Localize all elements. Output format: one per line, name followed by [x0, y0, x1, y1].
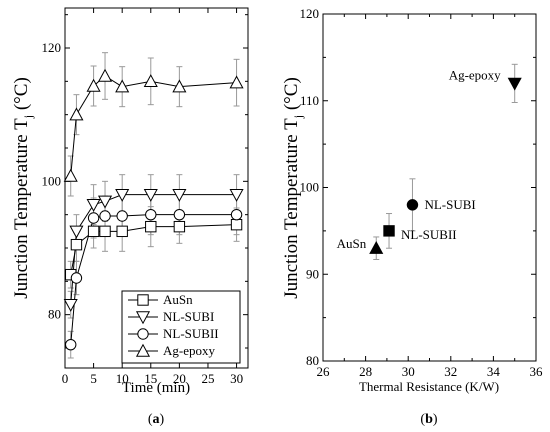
panel-a-y-axis-label-main: Junction Temperature T — [11, 118, 32, 299]
panel-a-point-ag-epoxy — [97, 68, 113, 82]
panel-b-point-label-nl-subii: NL-SUBII — [401, 227, 457, 242]
legend-label-nl-subi: NL-SUBI — [163, 309, 214, 324]
panel-a-point-nl-subii — [99, 210, 111, 222]
panel-a-x-axis-label: Time (min) — [122, 380, 190, 396]
panel-a-point-ag-epoxy — [63, 168, 78, 182]
legend-marker-nl-subi — [135, 311, 151, 325]
legend-label-ausn: AuSn — [163, 292, 193, 307]
panel-b-plot-frame — [322, 13, 537, 362]
panel-b-y-axis-label-unit: (°C) — [281, 77, 302, 115]
panel-b-point-label-nl-subi: NL-SUBI — [424, 197, 475, 212]
legend-label-nl-subii: NL-SUBII — [163, 326, 219, 341]
panel-b-caption-label: (b) — [420, 412, 437, 427]
panel-a-y-tick-label: 120 — [42, 40, 62, 55]
panel-b-point-label-ag-epoxy: Ag-epoxy — [449, 67, 501, 82]
panel-a-point-nl-subi — [63, 298, 78, 312]
panel-a-point-nl-subii — [116, 210, 128, 222]
panel-a-point-nl-subi — [143, 188, 158, 202]
panel-b-y-tick-label: 110 — [300, 93, 319, 108]
panel-a-x-tick-label: 0 — [62, 371, 69, 386]
panel-b-y-tick-label: 90 — [306, 266, 319, 281]
panel-b-y-tick-label: 100 — [300, 180, 320, 195]
panel-b-caption-letter: b — [425, 412, 433, 427]
panel-b-chart: 26 28 30 32 34 36 80 90 100 110 120 AuSn NL-SUBII NL… — [281, 6, 543, 427]
panel-a-point-nl-subi — [86, 198, 101, 212]
panel-b-y-axis-label-main: Junction Temperature T — [281, 118, 302, 299]
panel-b-y-tick-label: 80 — [306, 353, 319, 368]
panel-a-point-ausn — [173, 220, 186, 233]
panel-a-legend: AuSn NL-SUBI NL-SUBII Ag-epoxy — [121, 290, 241, 364]
panel-a-point-ausn — [230, 218, 243, 231]
panel-a-point-nl-subi — [69, 225, 84, 239]
panel-a-chart: 0 5 10 15 20 25 30 80 100 120 AuSn NL-SUBI NL-SUBII… — [11, 7, 249, 427]
panel-a-point-nl-subi — [97, 195, 113, 209]
panel-a-y-tick-label: 80 — [48, 307, 61, 322]
panel-a-x-tick-label: 5 — [90, 371, 97, 386]
legend-label-ag-epoxy: Ag-epoxy — [163, 343, 215, 358]
panel-b-x-tick-label: 36 — [530, 364, 544, 379]
panel-a-point-ag-epoxy — [229, 75, 244, 89]
panel-a-point-nl-subii — [65, 338, 77, 351]
panel-a-point-nl-subi — [115, 188, 130, 202]
panel-b-x-tick-label: 26 — [317, 364, 331, 379]
panel-a-point-nl-subi — [172, 188, 187, 202]
panel-a-point-ag-epoxy — [86, 78, 101, 92]
panel-a-point-nl-subii — [70, 272, 83, 284]
panel-b-y-axis-label: Junction Temperature Tj (°C) — [281, 77, 305, 299]
panel-a-point-ag-epoxy — [172, 79, 187, 93]
panel-b-x-axis-label: Thermal Resistance (K/W) — [359, 379, 499, 394]
panel-a-point-ausn — [87, 225, 100, 238]
panel-a-point-ag-epoxy — [69, 107, 84, 121]
panel-a-x-tick-label: 30 — [230, 371, 243, 386]
panel-a-x-tick-label: 25 — [201, 371, 214, 386]
panel-a-point-ausn — [99, 225, 111, 238]
legend-marker-ag-epoxy — [135, 343, 151, 357]
panel-b-point-ausn — [369, 240, 384, 254]
panel-a-point-ausn — [70, 238, 83, 251]
panel-b-x-tick-label: 28 — [359, 364, 372, 379]
panel-b-x-tick-label: 34 — [487, 364, 501, 379]
panel-b-y-tick-label: 120 — [300, 6, 320, 21]
panel-a-x-tick-label: 20 — [173, 371, 186, 386]
panel-a-y-axis-label-subscript: j — [21, 115, 35, 119]
panel-a-point-nl-subi — [229, 188, 244, 202]
panel-a-point-ag-epoxy — [115, 79, 130, 93]
panel-b-x-tick-label: 32 — [444, 364, 457, 379]
panel-b-point-nl-subi — [406, 199, 419, 211]
panel-a-x-tick-label: 15 — [144, 371, 157, 386]
panel-a-series-line-ag-epoxy — [70, 75, 237, 177]
panel-a-caption-label: (a) — [148, 412, 165, 427]
panel-a-plot-frame — [64, 7, 249, 369]
panel-a-point-nl-subii — [173, 208, 186, 221]
panel-a-point-ag-epoxy — [143, 74, 158, 88]
panel-b-point-ag-epoxy — [507, 77, 522, 91]
panel-a-point-ausn — [145, 220, 157, 233]
panel-b-point-nl-subii — [383, 225, 395, 237]
panel-a-point-nl-subii — [230, 208, 243, 221]
panel-b-x-tick-label: 30 — [402, 364, 415, 379]
panel-a-point-nl-subii — [87, 212, 100, 224]
panel-b-point-label-ausn: AuSn — [337, 236, 367, 251]
panel-a-y-axis-label: Junction Temperature Tj (°C) — [11, 77, 35, 299]
panel-a-x-tick-label: 10 — [116, 371, 129, 386]
panel-b-y-axis-label-subscript: j — [291, 115, 305, 119]
legend-marker-nl-subii — [137, 328, 149, 340]
panel-a-y-tick-label: 100 — [42, 173, 62, 188]
legend-marker-ausn — [137, 294, 149, 306]
panel-a-point-nl-subii — [145, 208, 157, 221]
panel-a-point-ausn — [116, 225, 128, 238]
panel-a-caption-letter: a — [153, 412, 160, 427]
panel-a-y-axis-label-unit: (°C) — [11, 77, 32, 115]
